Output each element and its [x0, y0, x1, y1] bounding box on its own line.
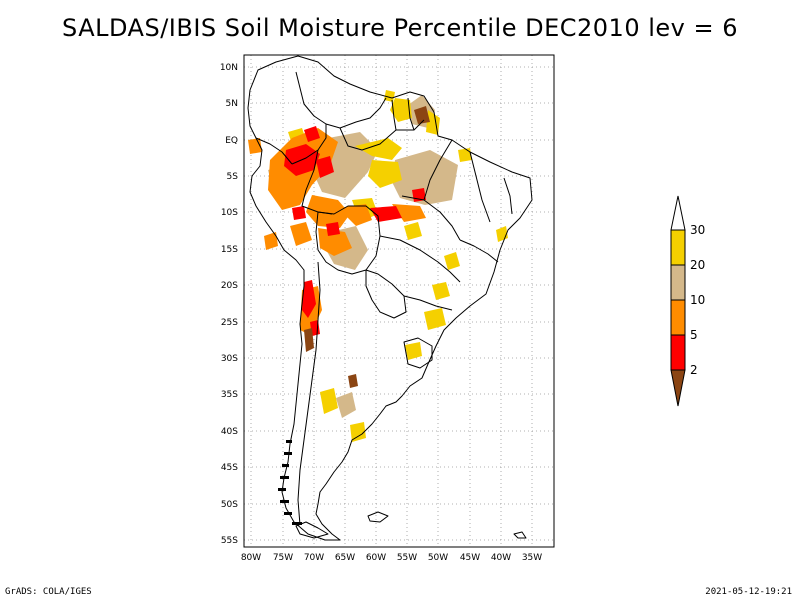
graticule: [244, 55, 554, 547]
lat-label: 45S: [221, 463, 238, 473]
falkland-islands: [367, 511, 389, 523]
footer-timestamp: 2021-05-12-19:21: [705, 587, 792, 597]
legend-label: 20: [690, 258, 705, 272]
border-suriname-guiana: [407, 97, 415, 131]
legend-label: 2: [690, 363, 698, 377]
shading-2-5: [284, 126, 426, 336]
legend-swatch-5-10: [670, 299, 686, 336]
border-uruguay: [403, 337, 433, 369]
border-brazil-states: [379, 235, 461, 283]
border-brazil-states-6: [469, 151, 491, 223]
border-venezuela-guyana: [339, 97, 387, 129]
map-frame: [243, 54, 555, 548]
lat-label: 40S: [221, 427, 238, 437]
lat-label: 5N: [226, 99, 238, 109]
lat-label: 10S: [221, 208, 238, 218]
lon-label: 50W: [428, 553, 448, 563]
lon-label: 75W: [273, 553, 293, 563]
shading-below-2: [304, 106, 430, 388]
border-brazil-states-7: [503, 177, 513, 215]
lat-label: 15S: [221, 245, 238, 255]
soil-moisture-shading: [248, 90, 508, 442]
colorbar-legend: 30 20 10 5 2: [670, 195, 705, 407]
south-america-outline: [247, 55, 533, 541]
legend-swatch-below-2: [670, 369, 686, 407]
lat-label: 10N: [220, 63, 238, 73]
lat-label: EQ: [225, 136, 238, 146]
southern-chile-islands: [278, 440, 302, 525]
lon-label: 45W: [460, 553, 480, 563]
border-chile-argentina: [297, 261, 321, 526]
legend-swatch-2-5: [670, 334, 686, 371]
lat-label: 55S: [221, 536, 238, 546]
legend-swatch-10-20: [670, 264, 686, 301]
lon-label: 80W: [241, 553, 261, 563]
south-georgia: [513, 531, 527, 539]
footer-credit: GrADS: COLA/IGES: [5, 587, 92, 597]
lon-label: 65W: [335, 553, 355, 563]
border-brazil-states-5: [403, 295, 453, 311]
lon-label: 70W: [304, 553, 324, 563]
legend-label: 30: [690, 223, 705, 237]
lat-label: 20S: [221, 281, 238, 291]
legend-label: 10: [690, 293, 705, 307]
border-brazil-north: [339, 119, 425, 151]
tierra-del-fuego: [295, 521, 329, 539]
lat-label: 50S: [221, 500, 238, 510]
lat-label: 30S: [221, 354, 238, 364]
legend-label: 5: [690, 328, 698, 342]
lat-label: 25S: [221, 318, 238, 328]
map-title: SALDAS/IBIS Soil Moisture Percentile DEC…: [62, 14, 738, 42]
lon-label: 55W: [397, 553, 417, 563]
lat-label: 5S: [227, 172, 239, 182]
latitude-labels: 10N 5N EQ 5S 10S 15S 20S 25S 30S 35S 40S…: [220, 63, 238, 546]
lon-label: 40W: [491, 553, 511, 563]
border-bolivia: [315, 205, 381, 275]
border-colombia-venezuela: [295, 71, 341, 129]
lat-label: 35S: [221, 390, 238, 400]
legend-swatch-above-30: [670, 195, 686, 231]
border-paraguay: [365, 269, 407, 319]
lon-label: 60W: [366, 553, 386, 563]
coastlines: [247, 55, 533, 541]
border-brazil-states-2: [401, 195, 461, 241]
legend-swatch-20-30: [670, 229, 686, 266]
longitude-labels: 80W 75W 70W 65W 60W 55W 50W 45W 40W 35W: [241, 553, 542, 563]
border-ecuador-peru: [255, 137, 293, 165]
border-brazil-states-3: [423, 139, 453, 201]
border-brazil-states-4: [459, 239, 499, 263]
border-guyana-suriname: [391, 99, 397, 131]
lon-label: 35W: [522, 553, 542, 563]
